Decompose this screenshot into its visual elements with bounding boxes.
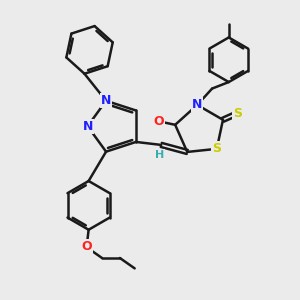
Text: N: N — [82, 120, 93, 133]
Text: H: H — [155, 150, 164, 160]
Text: O: O — [82, 240, 92, 253]
Text: S: S — [212, 142, 221, 155]
Text: N: N — [101, 94, 111, 107]
Text: O: O — [154, 115, 164, 128]
Text: S: S — [233, 106, 242, 120]
Text: N: N — [192, 98, 202, 111]
